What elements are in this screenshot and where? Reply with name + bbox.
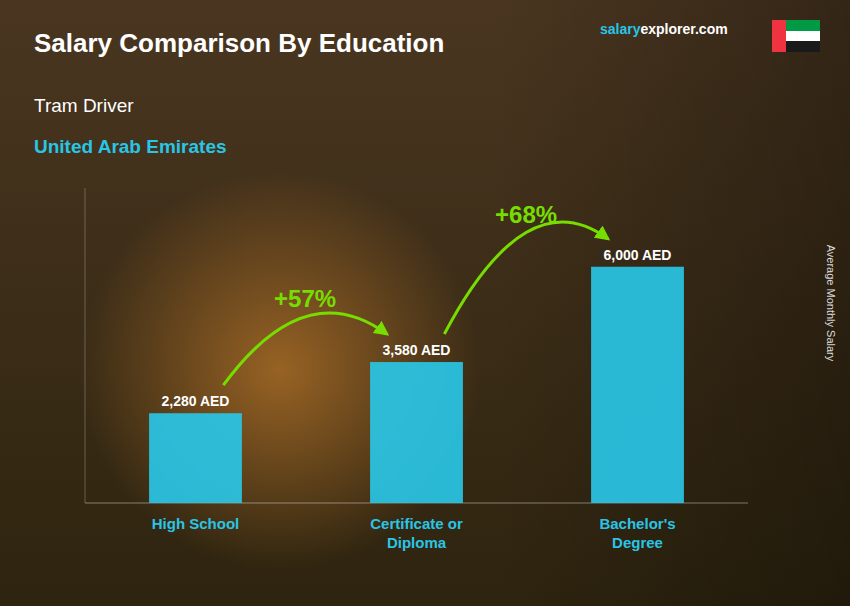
- value-axis-line: [85, 188, 86, 503]
- category-label: Bachelor's Degree: [599, 515, 675, 551]
- category-label-line: Diploma: [387, 534, 447, 551]
- category-label: Certificate or Diploma: [370, 515, 463, 551]
- chart-container: Salary Comparison By Education Tram Drive…: [0, 0, 850, 606]
- category-label-line: Degree: [612, 534, 663, 551]
- category-label-line: High School: [152, 515, 240, 532]
- arrow: [223, 313, 386, 385]
- bar: [370, 362, 463, 503]
- arrow: [444, 222, 607, 334]
- title: Salary Comparison By Education: [34, 28, 444, 58]
- watermark-part: salary: [600, 21, 641, 37]
- watermark: salaryexplorer.com: [600, 21, 728, 37]
- y-axis-label: Average Monthly Salary: [825, 245, 837, 362]
- background: [0, 0, 850, 606]
- data-label: 6,000 AED: [604, 247, 672, 263]
- flag-stripe: [772, 20, 786, 52]
- bars: [149, 267, 684, 503]
- country: United Arab Emirates: [34, 136, 227, 157]
- category-label: High School: [152, 515, 240, 532]
- data-label: 3,580 AED: [383, 342, 451, 358]
- data-label: 2,280 AED: [162, 393, 230, 409]
- flag: [772, 20, 820, 52]
- percent-label: +57%: [274, 285, 336, 312]
- percent-label: +68%: [495, 201, 557, 228]
- background-shade: [0, 0, 850, 606]
- subtitle: Tram Driver: [34, 95, 134, 116]
- background-glow: [0, 0, 850, 606]
- category-label-line: Certificate or: [370, 515, 463, 532]
- category-label-line: Bachelor's: [599, 515, 675, 532]
- bar: [149, 413, 242, 503]
- watermark-part: explorer.com: [640, 21, 727, 37]
- chart: Salary Comparison By Education Tram Drive…: [0, 0, 850, 606]
- bar: [591, 267, 684, 503]
